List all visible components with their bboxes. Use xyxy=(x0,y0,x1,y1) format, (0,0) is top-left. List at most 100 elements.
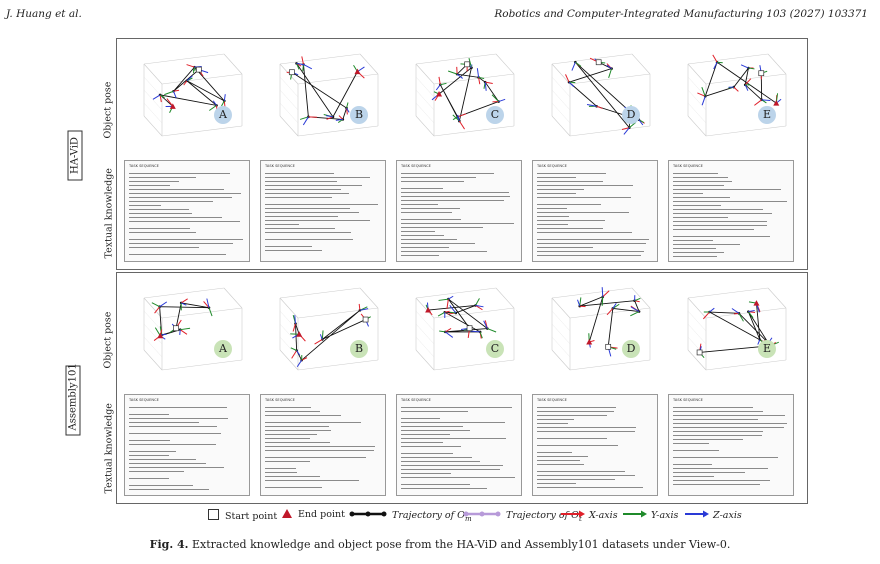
textbox-text-line xyxy=(265,426,330,428)
grid-line xyxy=(415,287,497,299)
textbox-text-line xyxy=(265,468,297,470)
textbox-text-line xyxy=(401,457,472,459)
textbox-text-line xyxy=(401,192,510,194)
textbox-text-line xyxy=(401,411,468,413)
pose-axis-arrow xyxy=(151,302,160,308)
grid-line xyxy=(687,349,707,371)
pose-axis-arrow xyxy=(183,80,188,86)
pose-plot-svg xyxy=(551,287,651,371)
textbox-text-line xyxy=(401,212,452,214)
textbox-text-line xyxy=(673,435,763,437)
pose-axis-arrow xyxy=(579,305,586,308)
grid-line xyxy=(279,53,361,65)
row-label-textual-knowledge: Textual knowledge xyxy=(103,403,115,494)
grid-line xyxy=(143,53,225,65)
pose-axis-arrow xyxy=(701,96,706,106)
textbox-text-line xyxy=(265,212,359,214)
textbox-text-line xyxy=(537,181,603,183)
pose-plot-c: C xyxy=(396,44,524,144)
pose-axis-arrow xyxy=(301,357,308,361)
textbox-text-line xyxy=(673,419,759,421)
textbox-text-line xyxy=(265,430,331,432)
textbox-text-line xyxy=(129,239,244,241)
textbox-text-line xyxy=(401,235,445,237)
pose-axis-arrow xyxy=(498,98,506,103)
purple-trajectory-icon xyxy=(463,511,501,517)
grid-line xyxy=(551,63,571,85)
pose-axis-arrow xyxy=(579,297,582,307)
pose-axis-arrow xyxy=(173,91,177,99)
pose-axis-arrow xyxy=(601,287,604,297)
textbox-heading: TASK SEQUENCE xyxy=(129,164,159,168)
pose-axis-arrow xyxy=(485,81,493,85)
textbox-text-line xyxy=(401,239,458,241)
pose-plot-svg xyxy=(279,287,379,371)
textbox-text-line xyxy=(129,193,242,195)
pose-plot-a: A xyxy=(124,278,252,378)
pose-axis-arrow xyxy=(452,114,460,122)
pose-axis-arrow xyxy=(738,313,744,322)
textbox-text-line xyxy=(265,476,320,478)
panel-letter-badge: A xyxy=(214,106,232,124)
pose-axis-arrow xyxy=(484,82,487,91)
textbox-text-line xyxy=(673,244,741,246)
grid-line xyxy=(433,125,515,137)
grid-line xyxy=(415,53,497,65)
end-point-triangle-icon xyxy=(282,509,292,518)
pose-axis-arrow xyxy=(449,305,457,314)
textual-knowledge-box: TASK SEQUENCE xyxy=(668,160,794,262)
grid-line xyxy=(433,307,515,319)
y-axis-arrow-icon xyxy=(623,510,647,518)
textbox-text-line xyxy=(129,247,199,249)
textbox-text-line xyxy=(401,418,440,420)
textbox-text-line xyxy=(537,224,569,226)
figure-legend: Start point End point Trajectory of Om T… xyxy=(208,509,742,523)
textbox-text-line xyxy=(129,197,233,199)
legend-trajectory-ot: Trajectory of Ot xyxy=(462,509,582,523)
pose-axis-arrow xyxy=(209,104,217,111)
textbox-heading: TASK SEQUENCE xyxy=(401,398,431,402)
textbox-text-line xyxy=(401,181,464,183)
pose-axis-arrow xyxy=(292,323,296,332)
pose-axis-arrow xyxy=(346,102,349,109)
pose-axis-arrow xyxy=(733,86,739,92)
pose-axis-arrow xyxy=(321,330,324,340)
textbox-heading: TASK SEQUENCE xyxy=(265,398,295,402)
textbox-text-line xyxy=(537,438,607,440)
textbox-text-line xyxy=(265,415,341,417)
pose-axis-arrow xyxy=(571,62,576,71)
textbox-text-line xyxy=(401,173,495,175)
textbox-text-line xyxy=(401,484,471,486)
pose-axis-arrow xyxy=(457,114,460,122)
pose-axis-arrow xyxy=(744,78,752,86)
grid-line xyxy=(279,336,299,358)
pose-axis-arrow xyxy=(601,296,604,306)
pose-axis-arrow xyxy=(438,76,441,85)
textbox-text-line xyxy=(401,204,439,206)
start-point-marker xyxy=(464,61,471,68)
grid-line xyxy=(705,359,787,371)
grid-line xyxy=(415,310,435,332)
pose-axis-arrow xyxy=(475,304,484,308)
pose-axis-arrow xyxy=(439,330,446,333)
grid-line xyxy=(415,63,435,85)
textbox-text-line xyxy=(129,485,193,487)
textbox-text-line xyxy=(673,443,710,445)
pose-axis-arrow xyxy=(159,326,163,335)
pose-axis-arrow xyxy=(358,303,361,311)
pose-axis-arrow xyxy=(712,54,718,63)
pose-plot-svg xyxy=(415,53,515,137)
textbox-text-line xyxy=(673,185,725,187)
pose-axis-arrow xyxy=(180,327,191,331)
textbox-text-line xyxy=(265,173,334,175)
grid-line xyxy=(143,297,163,319)
grid-line xyxy=(687,287,769,299)
start-point-marker xyxy=(466,325,473,332)
pose-plot-b: B xyxy=(260,44,388,144)
pose-axis-arrow xyxy=(192,67,196,74)
textbox-text-line xyxy=(673,464,713,466)
textbox-text-line xyxy=(129,471,184,473)
pose-axis-arrow xyxy=(629,121,637,129)
grid-line xyxy=(495,53,515,75)
textbox-text-line xyxy=(401,477,515,479)
